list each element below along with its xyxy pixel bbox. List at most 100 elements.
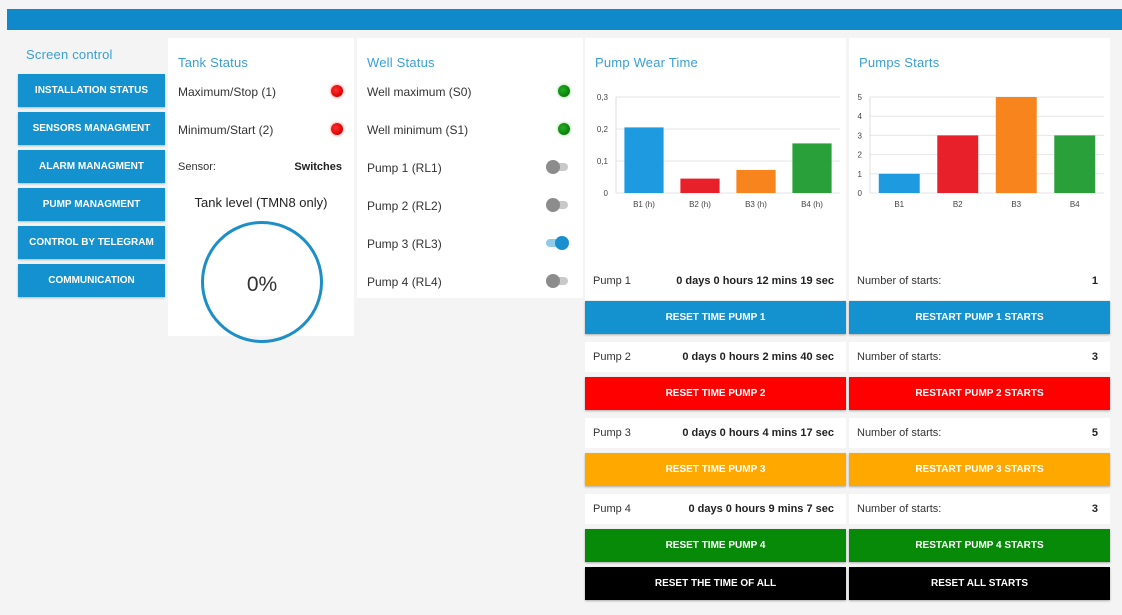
starts-chart-bar-1	[878, 173, 920, 193]
starts-chart-y-tick: 3	[858, 131, 863, 140]
starts-chart-bar-3	[995, 97, 1037, 193]
pump-3-starts-value: 5	[1091, 427, 1098, 439]
tank-min-led-icon	[331, 123, 343, 135]
starts-chart-x-tick: B1	[894, 200, 904, 209]
pump-4-starts-row: Number of starts: 3	[849, 494, 1110, 524]
starts-chart-y-tick: 2	[858, 151, 863, 160]
pump-3-name: Pump 3	[593, 427, 631, 439]
pump-managment-button[interactable]: PUMP MANAGMENT	[18, 188, 165, 221]
screen-control-title: Screen control	[26, 47, 113, 62]
wear-chart-y-tick: 0,3	[597, 93, 609, 102]
reset-all-time-button[interactable]: RESET THE TIME OF ALL	[585, 567, 846, 600]
alarm-managment-button[interactable]: ALARM MANAGMENT	[18, 150, 165, 183]
restart-pump-1-starts-button[interactable]: RESTART PUMP 1 STARTS	[849, 301, 1110, 334]
pump-wear-time-chart: 0 0,1 0,2 0,3 B1 (h) B2 (h) B3 (h) B4 (h)	[597, 93, 840, 209]
pump-4-time-value: 0 days 0 hours 9 mins 7 sec	[688, 503, 834, 515]
reset-time-pump-2-button[interactable]: RESET TIME PUMP 2	[585, 377, 846, 410]
pump-3-relay-label: Pump 3 (RL3)	[367, 237, 442, 251]
pump-1-time-value: 0 days 0 hours 12 mins 19 sec	[676, 275, 834, 287]
pump-1-starts-label: Number of starts:	[857, 275, 942, 287]
sensor-label: Sensor:	[178, 161, 216, 173]
pump-2-name: Pump 2	[593, 351, 631, 363]
pump-wear-time-title: Pump Wear Time	[595, 55, 698, 70]
restart-pump-4-starts-button[interactable]: RESTART PUMP 4 STARTS	[849, 529, 1110, 562]
tank-min-label: Minimum/Start (2)	[178, 123, 274, 137]
reset-time-pump-3-button[interactable]: RESET TIME PUMP 3	[585, 453, 846, 486]
starts-chart-bar-4	[1054, 135, 1096, 193]
starts-chart-bar-2	[937, 135, 979, 193]
top-bar	[7, 9, 1122, 30]
pump-1-relay-toggle[interactable]	[546, 160, 568, 174]
pump-2-relay-label: Pump 2 (RL2)	[367, 199, 442, 213]
screen-control-panel: Screen control INSTALLATION STATUS SENSO…	[7, 38, 167, 300]
pump-2-time-row: Pump 2 0 days 0 hours 2 mins 40 sec	[585, 342, 846, 372]
pump-4-time-row: Pump 4 0 days 0 hours 9 mins 7 sec	[585, 494, 846, 524]
wear-chart-bar-3	[736, 169, 776, 193]
well-min-led-icon	[558, 123, 570, 135]
pump-2-starts-value: 3	[1091, 351, 1098, 363]
pump-2-starts-label: Number of starts:	[857, 351, 942, 363]
pump-2-starts-row: Number of starts: 3	[849, 342, 1110, 372]
wear-chart-y-tick: 0	[604, 189, 609, 198]
wear-chart-x-tick: B3 (h)	[745, 200, 767, 209]
pumps-starts-chart: 0 1 2 3 4 5 B1 B2 B3 B4	[858, 93, 1104, 209]
wear-chart-bar-2	[680, 178, 720, 193]
pump-1-relay-label: Pump 1 (RL1)	[367, 161, 442, 175]
pumps-starts-title: Pumps Starts	[859, 55, 940, 70]
wear-chart-y-tick: 0,2	[597, 125, 609, 134]
tank-level-title: Tank level (TMN8 only)	[194, 195, 328, 210]
pump-3-starts-label: Number of starts:	[857, 427, 942, 439]
wear-chart-x-tick: B4 (h)	[801, 200, 823, 209]
pump-wear-time-panel: Pump Wear Time 0 0,1 0,2 0,3 B1 (h) B2 (h) B3 …	[585, 38, 846, 300]
tank-status-panel: Tank Status Maximum/Stop (1) Minimum/Sta…	[168, 38, 354, 343]
well-status-title: Well Status	[367, 55, 435, 70]
communication-button[interactable]: COMMUNICATION	[18, 264, 165, 297]
starts-chart-x-tick: B4	[1070, 200, 1080, 209]
control-by-telegram-button[interactable]: CONTROL BY TELEGRAM	[18, 226, 165, 259]
reset-all-starts-button[interactable]: RESET ALL STARTS	[849, 567, 1110, 600]
well-min-label: Well minimum (S1)	[367, 123, 469, 137]
wear-chart-x-tick: B2 (h)	[689, 200, 711, 209]
pump-2-relay-toggle[interactable]	[546, 198, 568, 212]
tank-status-title: Tank Status	[178, 55, 249, 70]
starts-chart-x-tick: B2	[953, 200, 963, 209]
pump-4-relay-label: Pump 4 (RL4)	[367, 275, 442, 289]
tank-level-gauge	[201, 221, 323, 343]
restart-pump-2-starts-button[interactable]: RESTART PUMP 2 STARTS	[849, 377, 1110, 410]
restart-pump-3-starts-button[interactable]: RESTART PUMP 3 STARTS	[849, 453, 1110, 486]
pump-3-time-row: Pump 3 0 days 0 hours 4 mins 17 sec	[585, 418, 846, 448]
wear-chart-y-tick: 0,1	[597, 157, 609, 166]
pump-4-starts-label: Number of starts:	[857, 503, 942, 515]
pump-2-time-value: 0 days 0 hours 2 mins 40 sec	[682, 351, 834, 363]
starts-chart-y-tick: 4	[858, 112, 863, 121]
reset-time-pump-1-button[interactable]: RESET TIME PUMP 1	[585, 301, 846, 334]
starts-chart-y-tick: 5	[858, 93, 863, 102]
pump-1-starts-row: Number of starts: 1	[849, 266, 1110, 296]
wear-chart-x-tick: B1 (h)	[633, 200, 655, 209]
pump-4-name: Pump 4	[593, 503, 631, 515]
sensor-value: Switches	[294, 161, 342, 173]
starts-chart-y-tick: 1	[858, 170, 863, 179]
installation-status-button[interactable]: INSTALLATION STATUS	[18, 74, 165, 107]
pump-4-starts-value: 3	[1091, 503, 1098, 515]
wear-chart-bar-1	[624, 127, 664, 193]
reset-time-pump-4-button[interactable]: RESET TIME PUMP 4	[585, 529, 846, 562]
pumps-starts-panel: Pumps Starts 0 1 2 3 4 5 B1 B2 B3 B4	[849, 38, 1110, 300]
pump-4-relay-toggle[interactable]	[546, 274, 568, 288]
well-max-led-icon	[558, 85, 570, 97]
tank-max-label: Maximum/Stop (1)	[178, 85, 277, 99]
pump-1-starts-value: 1	[1091, 275, 1098, 287]
tank-max-led-icon	[331, 85, 343, 97]
pump-3-time-value: 0 days 0 hours 4 mins 17 sec	[682, 427, 834, 439]
well-status-panel: Well Status Well maximum (S0) Well minim…	[357, 38, 583, 298]
starts-chart-x-tick: B3	[1011, 200, 1021, 209]
sensors-managment-button[interactable]: SENSORS MANAGMENT	[18, 112, 165, 145]
pump-3-starts-row: Number of starts: 5	[849, 418, 1110, 448]
tank-level-value: 0%	[246, 273, 278, 296]
pump-1-name: Pump 1	[593, 275, 631, 287]
well-max-label: Well maximum (S0)	[367, 85, 472, 99]
starts-chart-y-tick: 0	[858, 189, 863, 198]
pump-3-relay-toggle[interactable]	[546, 236, 569, 250]
wear-chart-bar-4	[792, 143, 832, 193]
pump-1-time-row: Pump 1 0 days 0 hours 12 mins 19 sec	[585, 266, 846, 296]
